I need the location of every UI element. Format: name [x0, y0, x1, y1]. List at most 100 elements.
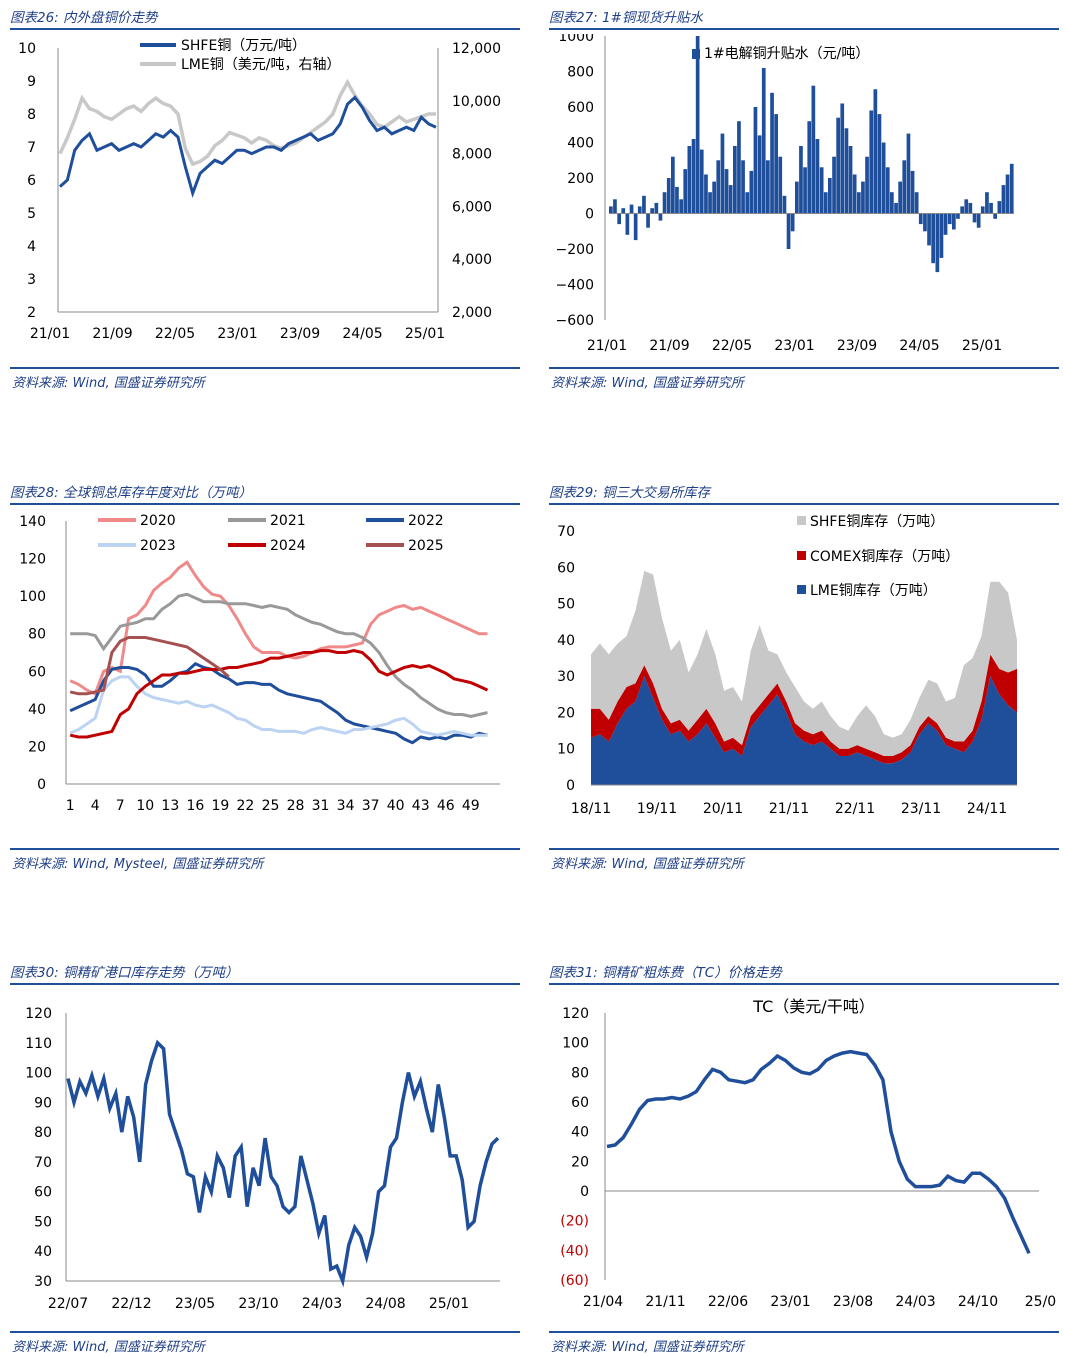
y-tick-label: 100 [25, 1066, 52, 1082]
series-line-2022 [69, 662, 488, 745]
y-tick-label: 50 [34, 1214, 52, 1230]
panel-source: 资料来源: Wind, Mysteel, 国盛证券研究所 [12, 857, 264, 872]
x-tick-label: 23/01 [770, 1294, 810, 1310]
panel-title: 图表30: 铜精矿港口库存走势（万吨） [10, 965, 239, 981]
x-tick-label: 18/11 [571, 801, 611, 817]
x-tick-label: 37 [362, 798, 380, 814]
x-tick-label: 22/11 [835, 801, 875, 817]
premium-bar [757, 135, 762, 214]
y-tick-label: 40 [34, 1244, 52, 1260]
premium-bar [848, 146, 853, 214]
legend-swatch-1 [797, 551, 806, 560]
y-tick-label: 0 [37, 777, 46, 793]
x-tick-label: 28 [287, 798, 305, 814]
y-tick-label: 30 [34, 1274, 52, 1290]
chart-tc-price: 120 100 80 60 40 20 0 (20) (40) (60) 21/04 21/11 22/… [560, 997, 1056, 1310]
y-tick-label: 40 [557, 633, 575, 649]
y-tick-label: 60 [28, 664, 46, 680]
premium-bar [782, 195, 787, 214]
x-tick-label: 24/03 [302, 1296, 342, 1312]
y-tick-label: 10 [18, 41, 36, 57]
panel-fig28: 图表28: 全球铜总库存年度对比（万吨） 0 20 40 60 80 100 120 140 1… [10, 481, 520, 872]
x-tick-label: 40 [387, 798, 405, 814]
panel-fig29: 图表29: 铜三大交易所库存 0 10 20 30 40 50 60 70 18/11 19/11… [549, 481, 1059, 872]
premium-bar [906, 133, 911, 214]
premium-bar [761, 68, 766, 214]
title-rule [10, 983, 520, 985]
premium-bar [687, 146, 692, 214]
panel-source: 资料来源: Wind, 国盛证券研究所 [551, 857, 744, 872]
y-tick-label: 0 [585, 207, 594, 223]
premium-bar [774, 114, 778, 214]
premium-bar [646, 213, 650, 228]
y-tick-label: 20 [571, 1154, 589, 1170]
x-tick-label: 24/05 [342, 326, 382, 342]
x-tick-label: 13 [161, 798, 179, 814]
legend-swatch-0 [797, 585, 806, 594]
y-tick-label: 4 [27, 239, 36, 255]
premium-bar [679, 199, 683, 214]
x-tick-label: 25/01 [429, 1296, 469, 1312]
title-rule [10, 28, 520, 30]
premium-bar [786, 213, 791, 249]
y-tick-label: 70 [34, 1155, 52, 1171]
x-tick-label: 25/01 [405, 326, 445, 342]
x-tick-label: 23/11 [901, 801, 941, 817]
x-tick-label: 22/05 [712, 338, 752, 354]
premium-bar [947, 213, 952, 225]
premium-bar [799, 146, 803, 214]
premium-bar [960, 206, 964, 214]
panel-source: 资料来源: Wind, 国盛证券研究所 [551, 1340, 744, 1355]
source-rule [10, 848, 520, 850]
premium-bar [650, 208, 654, 214]
y-tick-label: 7 [27, 140, 36, 156]
x-tick-label: 19 [211, 798, 229, 814]
x-tick-label: 20/11 [703, 801, 743, 817]
y-tick-label: 10 [557, 742, 575, 758]
legend-label-2021: 2021 [270, 513, 306, 529]
source-rule [10, 367, 520, 369]
chart-spot-premium: 1000 800 600 400 200 0 −200 −400 −600 21/01 21/09 2… [556, 34, 1014, 354]
premium-bar [918, 213, 923, 225]
premium-bar [712, 181, 716, 214]
x-tick-label: 4 [91, 798, 100, 814]
x-tick-label: 24/11 [967, 801, 1007, 817]
x-tick-label: 21/04 [583, 1294, 623, 1310]
x-tick-label: 25/01 [962, 338, 1002, 354]
premium-bar [691, 139, 696, 214]
y-tick-label: 3 [27, 272, 36, 288]
y-tick-label: 8,000 [452, 147, 492, 163]
x-tick-label: 1 [66, 798, 75, 814]
x-tick-label: 23/09 [280, 326, 320, 342]
y-tick-label: (40) [560, 1243, 589, 1259]
premium-bar [952, 213, 956, 230]
premium-bar [662, 192, 667, 214]
y-tick-label: 10,000 [452, 94, 501, 110]
y-tick-label: 60 [34, 1185, 52, 1201]
series-line-2024 [69, 649, 489, 739]
premium-bar [931, 213, 935, 264]
premium-bar [836, 117, 840, 214]
x-tick-label: 23/01 [774, 338, 814, 354]
x-tick-label: 46 [437, 798, 455, 814]
y-tick-label: 80 [28, 627, 46, 643]
premium-bar [803, 167, 807, 214]
x-tick-label: 23/05 [175, 1296, 215, 1312]
panel-fig31: 图表31: 铜精矿粗炼费（TC）价格走势 120 100 80 60 40 20 0 (20)… [549, 961, 1059, 1357]
premium-bar [865, 156, 869, 214]
y-tick-label: 8 [27, 107, 36, 123]
premium-bar [617, 213, 621, 225]
series-line-2023 [69, 675, 488, 737]
y-tick-label: 6 [27, 173, 36, 189]
chart-title: TC（美元/干吨） [752, 997, 874, 1016]
source-rule [549, 1331, 1059, 1333]
premium-bar [749, 170, 754, 214]
legend-label-2023: 2023 [140, 538, 176, 554]
series-line-lme [58, 78, 436, 167]
premium-bar [1001, 185, 1006, 214]
premium-bar [753, 107, 758, 214]
premium-bar [741, 160, 745, 214]
panel-source: 资料来源: Wind, 国盛证券研究所 [551, 376, 744, 391]
premium-bar [629, 204, 634, 214]
legend-label-premium: 1#电解铜升贴水（元/吨） [704, 46, 869, 62]
